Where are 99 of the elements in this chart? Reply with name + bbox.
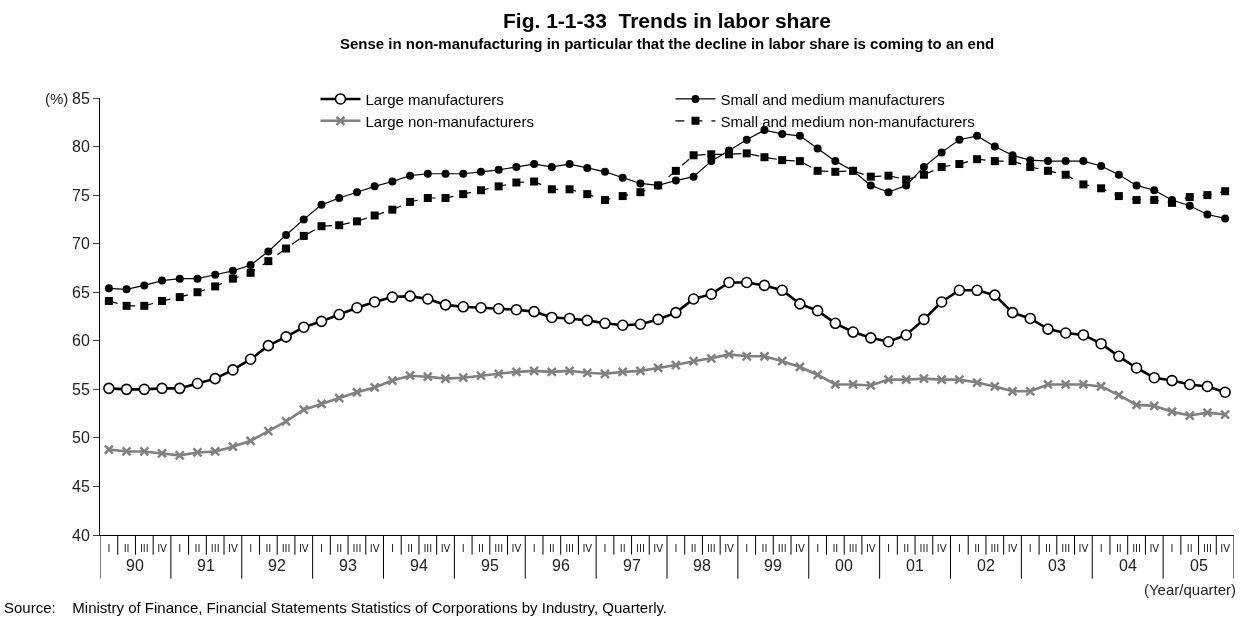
x-tick-label: I xyxy=(887,543,890,554)
x-tick-label: III xyxy=(1061,543,1071,554)
y-tick-label: 80 xyxy=(72,138,90,156)
x-tick-label: II xyxy=(478,543,484,554)
text: 91 xyxy=(197,557,215,574)
legend-label: Small and medium non-manufacturers xyxy=(720,112,975,130)
text: 98 xyxy=(693,557,711,574)
chart-title: Fig. 1-1-33 Trends in labor share xyxy=(503,9,831,32)
x-tick-label: IV xyxy=(1220,543,1231,554)
x-tick-label: II xyxy=(690,543,697,554)
x-tick-label: III xyxy=(635,543,645,554)
x-tick-label: IV xyxy=(440,543,451,554)
x-tick-label: III xyxy=(1202,543,1212,554)
x-tick-label: III xyxy=(1132,543,1141,554)
x-tick-label: III xyxy=(706,543,716,554)
x-tick-label: II xyxy=(761,543,768,554)
source-note: Source: Ministry of Finance, Financial Statements Statistics of Corporations by Industry, Quarterly. xyxy=(4,599,668,616)
x-tick-label: I xyxy=(816,543,820,554)
x-tick-label: I xyxy=(249,543,253,554)
x-tick-label: II xyxy=(974,543,981,554)
x-tick-label: I xyxy=(532,543,536,554)
x-tick-label: II xyxy=(832,543,839,554)
y-axis-title: (%) xyxy=(45,90,69,107)
x-tick-label: I xyxy=(178,543,182,554)
y-tick-label: 45 xyxy=(72,478,90,496)
legend-label: Large non-manufacturers xyxy=(365,112,534,130)
x-tick-label: I xyxy=(1170,543,1174,554)
y-tick-label: 75 xyxy=(72,186,90,204)
text: 94 xyxy=(410,557,428,574)
text: 93 xyxy=(339,557,357,574)
x-tick-label: III xyxy=(352,543,362,554)
text: 96 xyxy=(552,557,570,574)
x-tick-label: IV xyxy=(227,543,238,554)
text: 92 xyxy=(268,557,286,574)
x-tick-label: II xyxy=(407,543,414,554)
y-tick-label: 50 xyxy=(72,429,90,447)
legend-label: Small and medium manufacturers xyxy=(720,90,945,108)
legend-label: Large manufacturers xyxy=(365,90,504,108)
text: 04 xyxy=(1119,557,1137,574)
text: 90 xyxy=(126,557,144,574)
x-tick-label: IV xyxy=(1149,543,1160,554)
x-tick-label: II xyxy=(123,543,130,554)
x-tick-label: II xyxy=(619,543,626,554)
x-tick-label: IV xyxy=(865,543,876,554)
x-tick-label: IV xyxy=(936,543,947,554)
x-tick-label: II xyxy=(1045,543,1051,554)
text: 00 xyxy=(835,557,853,574)
x-tick-label: III xyxy=(423,543,433,554)
x-tick-label: I xyxy=(1028,543,1032,554)
y-tick-label: 55 xyxy=(72,380,90,398)
text: 02 xyxy=(977,557,995,574)
x-tick-label: I xyxy=(107,543,111,554)
x-tick-label: III xyxy=(919,543,929,554)
text: 97 xyxy=(623,557,641,574)
text: 95 xyxy=(481,557,499,574)
x-tick-label: IV xyxy=(1078,543,1089,554)
x-tick-label: I xyxy=(1099,543,1103,554)
x-tick-label: IV xyxy=(298,543,309,554)
text: 99 xyxy=(764,557,782,574)
y-tick-label: 60 xyxy=(72,332,90,350)
x-tick-label: II xyxy=(548,543,555,554)
x-tick-label: II xyxy=(903,543,910,554)
x-tick-label: II xyxy=(265,543,272,554)
x-tick-label: IV xyxy=(653,543,664,554)
y-tick-label: 40 xyxy=(72,526,90,544)
text: 05 xyxy=(1190,557,1208,574)
x-tick-label: I xyxy=(390,543,394,554)
y-tick-label: 70 xyxy=(72,235,90,253)
x-tick-label: II xyxy=(336,543,343,554)
x-tick-label: I xyxy=(674,543,678,554)
x-tick-label: I xyxy=(745,543,749,554)
y-tick-label: 85 xyxy=(72,89,90,107)
text: 03 xyxy=(1048,557,1066,574)
x-tick-label: I xyxy=(603,543,607,554)
x-tick-label: I xyxy=(320,543,323,554)
x-tick-label: IV xyxy=(511,543,522,554)
x-tick-label: I xyxy=(957,543,961,554)
x-tick-label: II xyxy=(1186,543,1193,554)
x-tick-label: IV xyxy=(582,543,593,554)
x-tick-label: IV xyxy=(369,543,380,554)
text: 01 xyxy=(906,557,924,574)
x-tick-label: I xyxy=(461,543,465,554)
x-tick-label: IV xyxy=(724,543,735,554)
x-tick-label: III xyxy=(210,543,220,554)
x-tick-label: IV xyxy=(1007,543,1018,554)
x-tick-label: III xyxy=(494,543,504,554)
x-tick-label: IV xyxy=(794,543,805,554)
x-tick-label: III xyxy=(139,543,149,554)
x-tick-label: III xyxy=(281,543,291,554)
x-tick-label: IV xyxy=(157,543,168,554)
x-tick-label: III xyxy=(565,543,574,554)
x-tick-label: II xyxy=(194,543,201,554)
x-tick-label: III xyxy=(777,543,787,554)
chart-subtitle: Sense in non-manufacturing in particular that the decline in labor share is coming to an end xyxy=(340,35,995,52)
x-tick-label: III xyxy=(848,543,858,554)
x-tick-label: III xyxy=(990,543,1000,554)
x-axis-title: (Year/quarter) xyxy=(1144,581,1236,598)
x-tick-label: II xyxy=(1115,543,1122,554)
y-tick-label: 65 xyxy=(72,283,90,301)
